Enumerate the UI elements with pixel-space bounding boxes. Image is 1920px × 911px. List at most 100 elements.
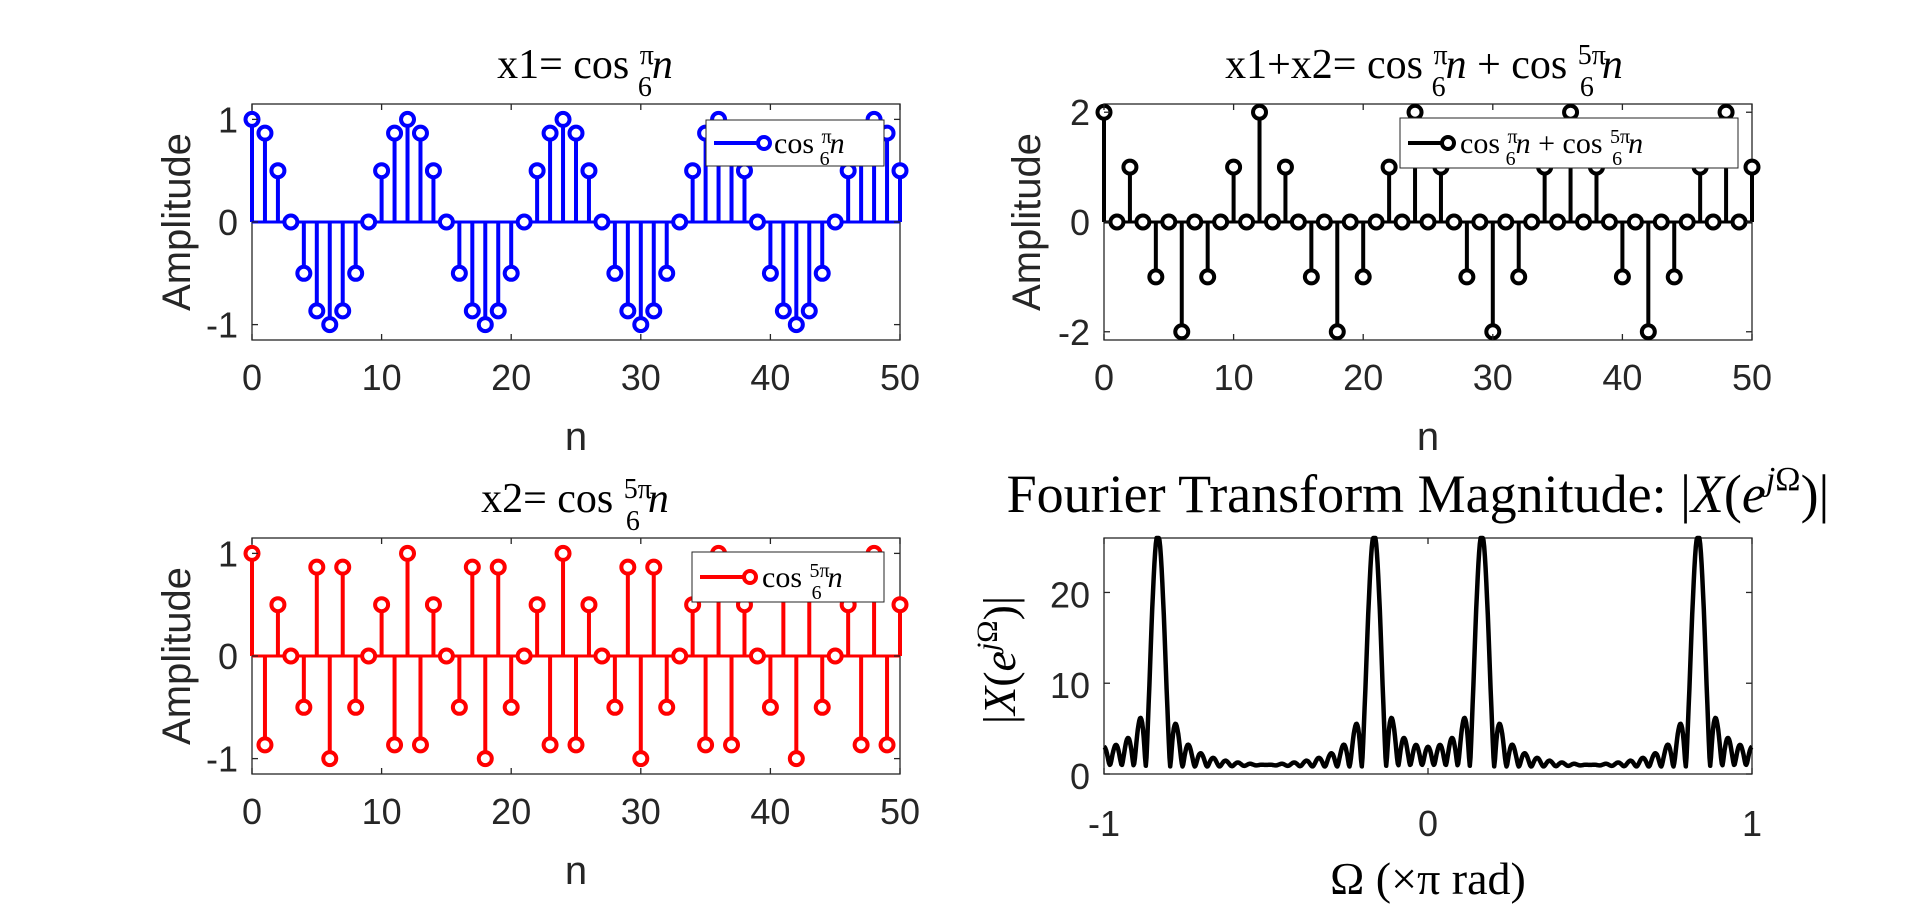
stem-marker — [282, 213, 300, 231]
stem-marker — [774, 302, 792, 320]
stem-marker — [1458, 268, 1476, 286]
stem-marker — [256, 736, 274, 754]
stem-marker — [1354, 268, 1372, 286]
stem-marker — [1289, 213, 1307, 231]
stem-marker — [450, 264, 468, 282]
panel-x2-legend: cos 5π 6 n — [691, 551, 885, 604]
x-tick-label: 10 — [1214, 357, 1254, 398]
panel-fft: Fourier Transform Magnitude: |X(ejΩ)| -1… — [971, 461, 1829, 904]
stem-marker — [308, 558, 326, 576]
stem-marker — [593, 213, 611, 231]
stem-marker — [489, 558, 507, 576]
stem-marker — [580, 596, 598, 614]
stem-marker — [554, 544, 572, 562]
stem-marker — [256, 124, 274, 142]
stem-marker — [593, 647, 611, 665]
stem-marker — [891, 596, 909, 614]
panel-x2-legend-label: cos 5π 6 n — [762, 560, 843, 604]
stem-marker — [1380, 158, 1398, 176]
x-tick-label: 10 — [362, 357, 402, 398]
panel-x1-title: x1= cos π 6n — [497, 40, 673, 103]
stem-marker — [826, 647, 844, 665]
stem-marker — [1419, 213, 1437, 231]
stem-marker — [761, 698, 779, 716]
stem-marker — [424, 596, 442, 614]
stem-marker — [878, 736, 896, 754]
stem-marker — [1341, 213, 1359, 231]
stem-marker — [502, 264, 520, 282]
stem-marker — [360, 213, 378, 231]
stem-marker — [373, 162, 391, 180]
x-tick-label: 30 — [621, 357, 661, 398]
stem-marker — [347, 264, 365, 282]
stem-marker — [723, 736, 741, 754]
stem-marker — [684, 162, 702, 180]
stem-marker — [515, 213, 533, 231]
stem-marker — [1471, 213, 1489, 231]
panel-fft-title: Fourier Transform Magnitude: |X(ejΩ)| — [1007, 461, 1830, 524]
stem-marker — [437, 213, 455, 231]
stem-marker — [424, 162, 442, 180]
stem-marker — [1730, 213, 1748, 231]
stem-marker — [606, 264, 624, 282]
stem-marker — [1704, 213, 1722, 231]
x-tick-label: 20 — [1343, 357, 1383, 398]
panel-sum-ylabel: Amplitude — [1005, 133, 1049, 311]
stem-marker — [658, 264, 676, 282]
stem-marker — [891, 162, 909, 180]
stem-marker — [386, 124, 404, 142]
x-tick-label: 0 — [242, 357, 262, 398]
stem-marker — [295, 698, 313, 716]
stem-marker — [645, 558, 663, 576]
stem-marker — [373, 596, 391, 614]
stem-marker — [269, 596, 287, 614]
stem-marker — [567, 736, 585, 754]
stem-marker — [463, 302, 481, 320]
stem-marker — [567, 124, 585, 142]
panel-fft-ylabel: |X(ejΩ)| — [971, 596, 1025, 724]
stem-marker — [360, 647, 378, 665]
stem-marker — [1549, 213, 1567, 231]
stem-marker — [619, 302, 637, 320]
y-tick-label: 1 — [218, 99, 238, 140]
x-tick-label: 0 — [242, 791, 262, 832]
stem-marker — [1613, 268, 1631, 286]
stem-marker — [1626, 213, 1644, 231]
stem-marker — [1147, 268, 1165, 286]
panel-x1-ylabel: Amplitude — [155, 133, 199, 311]
stem-marker — [826, 213, 844, 231]
panel-sum-stems — [1095, 103, 1761, 341]
panel-sum-title: x1+x2= cos π 6n + cos 5π 6 n — [1225, 40, 1623, 103]
stem-marker — [411, 736, 429, 754]
y-tick-label: -1 — [206, 305, 238, 346]
stem-marker — [813, 698, 831, 716]
stem-marker — [269, 162, 287, 180]
stem-marker — [1406, 103, 1424, 121]
x-tick-label: -1 — [1088, 803, 1120, 844]
stem-marker — [671, 647, 689, 665]
stem-marker — [308, 302, 326, 320]
stem-marker — [787, 750, 805, 768]
stem-marker — [489, 302, 507, 320]
stem-marker — [697, 736, 715, 754]
stem-marker — [321, 750, 339, 768]
stem-marker — [1562, 103, 1580, 121]
stem-marker — [1367, 213, 1385, 231]
panel-x2-title: x2= cos 5π 6 n — [481, 474, 669, 537]
stem-marker — [1108, 213, 1126, 231]
stem-marker — [1186, 213, 1204, 231]
x-tick-label: 20 — [491, 791, 531, 832]
x-tick-label: 20 — [491, 357, 531, 398]
stem-marker — [1251, 103, 1269, 121]
stem-marker — [1717, 103, 1735, 121]
stem-marker — [502, 698, 520, 716]
stem-marker — [1134, 213, 1152, 231]
stem-marker — [347, 698, 365, 716]
panel-fft-axes-box — [1103, 537, 1753, 775]
stem-marker — [334, 302, 352, 320]
